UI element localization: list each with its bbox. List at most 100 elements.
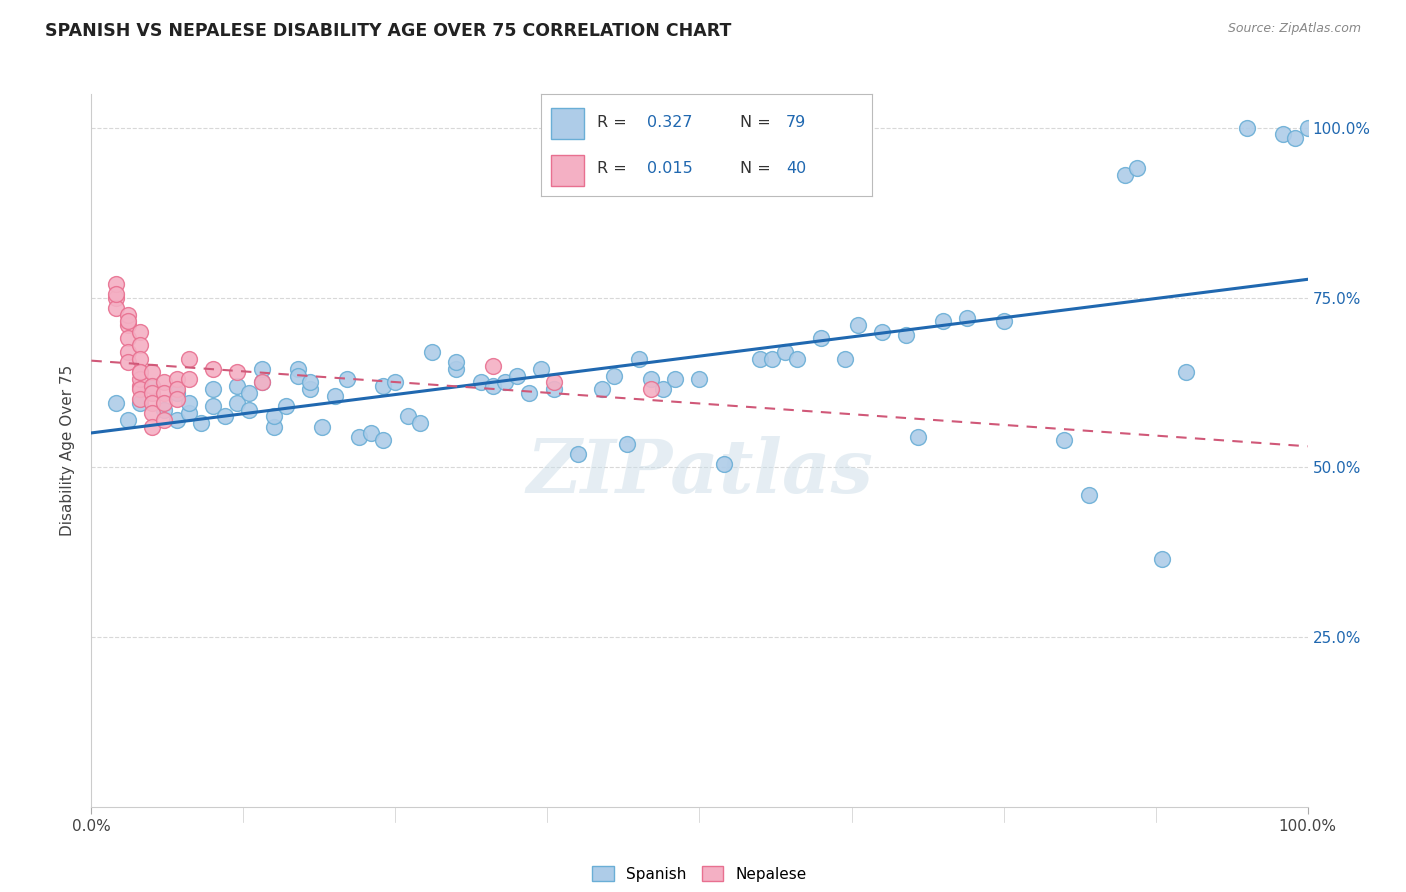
Point (444, 362, 467, 376)
Point (1114, 168, 1136, 182)
Point (263, 409, 285, 424)
Point (1175, 365, 1198, 379)
Point (299, 376, 322, 390)
Point (141, 406, 163, 420)
Point (129, 396, 152, 410)
Text: 79: 79 (786, 115, 806, 130)
Point (166, 382, 188, 396)
Point (543, 376, 565, 390)
Point (1150, 552, 1173, 566)
Point (274, 399, 297, 413)
Point (166, 385, 188, 400)
Point (226, 379, 249, 393)
Point (141, 396, 163, 410)
Point (129, 392, 152, 407)
Point (907, 430, 929, 444)
Text: 0.327: 0.327 (647, 115, 693, 130)
Point (506, 368, 529, 383)
Point (104, 287, 127, 301)
Point (543, 382, 565, 396)
Point (396, 409, 419, 424)
Point (373, 434, 395, 448)
Point (896, 327, 918, 342)
Point (834, 351, 856, 366)
Point (652, 382, 675, 396)
Bar (551, 108, 585, 139)
Point (1236, 120, 1258, 135)
Text: Source: ZipAtlas.com: Source: ZipAtlas.com (1227, 22, 1361, 36)
Point (117, 413, 139, 427)
Point (336, 372, 359, 386)
Point (129, 351, 152, 366)
Point (129, 382, 152, 396)
Point (153, 385, 176, 400)
Point (238, 402, 260, 417)
Point (420, 345, 443, 359)
Point (166, 413, 188, 427)
Point (688, 372, 710, 386)
Point (202, 362, 225, 376)
Text: 40: 40 (786, 161, 806, 176)
Text: N =: N = (740, 161, 770, 176)
Point (481, 379, 503, 393)
Point (104, 396, 127, 410)
Point (1077, 488, 1099, 502)
Point (409, 417, 432, 431)
Point (870, 325, 893, 339)
Legend: Spanish, Nepalese: Spanish, Nepalese (592, 866, 807, 881)
Point (226, 365, 249, 379)
Point (141, 365, 163, 379)
Point (1272, 128, 1295, 142)
Point (104, 291, 127, 305)
Point (117, 308, 139, 322)
Point (299, 382, 322, 396)
Point (287, 368, 309, 383)
Point (202, 399, 225, 413)
Point (153, 402, 176, 417)
Point (713, 457, 735, 471)
Point (141, 419, 163, 434)
Point (190, 417, 212, 431)
Point (117, 345, 139, 359)
Point (931, 314, 953, 328)
Point (153, 376, 176, 390)
Text: N =: N = (740, 115, 770, 130)
Point (117, 355, 139, 369)
Point (773, 345, 796, 359)
Point (846, 318, 869, 332)
Point (627, 351, 650, 366)
Point (166, 392, 188, 407)
Point (323, 389, 346, 403)
Point (117, 314, 139, 328)
Point (567, 447, 589, 461)
Point (250, 362, 273, 376)
Point (129, 325, 152, 339)
Point (749, 351, 772, 366)
Point (141, 379, 163, 393)
Point (1126, 161, 1149, 176)
Point (153, 396, 176, 410)
Text: R =: R = (598, 161, 627, 176)
Point (444, 355, 467, 369)
Point (141, 379, 163, 393)
Point (202, 382, 225, 396)
Point (347, 430, 370, 444)
Point (616, 436, 638, 450)
Point (129, 365, 152, 379)
Point (141, 385, 163, 400)
Point (470, 376, 492, 390)
Point (238, 385, 260, 400)
Point (956, 310, 979, 325)
Point (761, 351, 783, 366)
Point (104, 277, 127, 291)
Point (250, 376, 273, 390)
Point (591, 382, 613, 396)
Point (1053, 434, 1076, 448)
Point (640, 372, 662, 386)
Point (129, 379, 152, 393)
Point (117, 331, 139, 345)
Point (311, 419, 333, 434)
Point (129, 372, 152, 386)
Point (226, 396, 249, 410)
Point (177, 396, 200, 410)
